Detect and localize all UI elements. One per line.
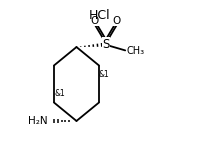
Text: O: O [113,16,121,26]
Text: HCl: HCl [89,9,111,22]
Text: &1: &1 [98,70,109,79]
Text: H₂N: H₂N [28,116,48,126]
Text: S: S [102,38,110,51]
Text: O: O [91,16,99,26]
Text: &1: &1 [55,89,66,98]
Text: CH₃: CH₃ [126,46,145,56]
